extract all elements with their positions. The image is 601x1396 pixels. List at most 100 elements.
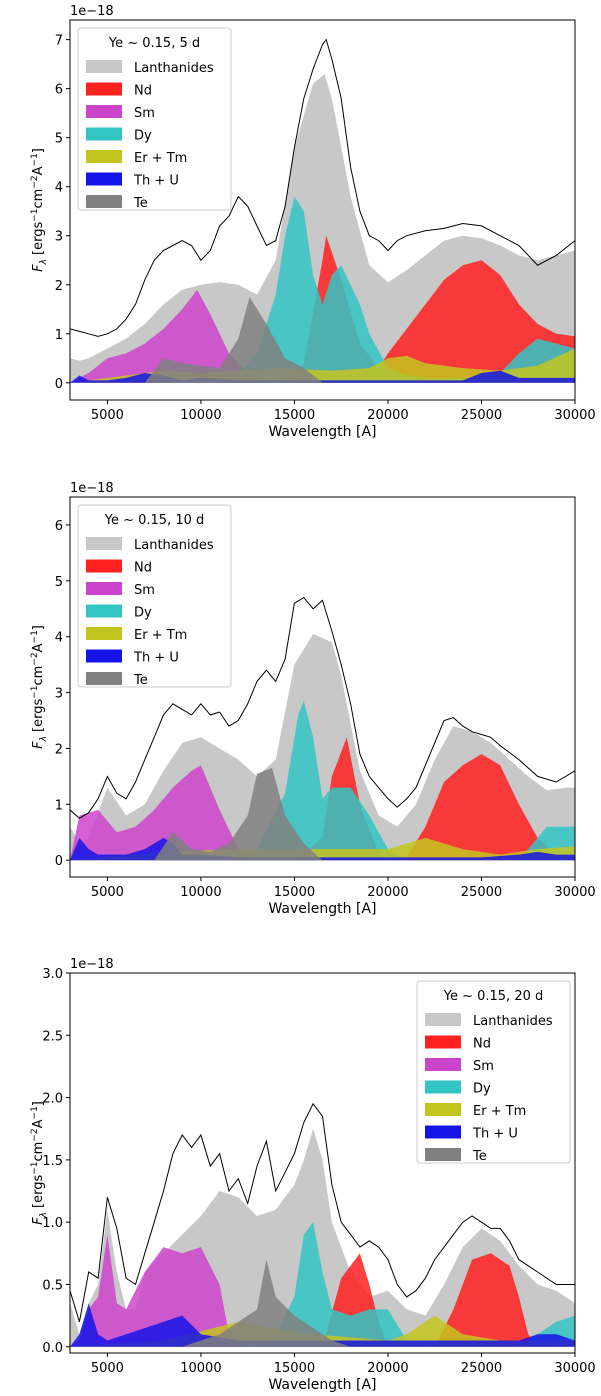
legend-label-te: Te bbox=[472, 1149, 487, 1164]
legend-label-sm: Sm bbox=[473, 1059, 494, 1074]
series-area-dy bbox=[219, 196, 575, 383]
legend: Ye ~ 0.15, 20 d Lanthanides Nd Sm Dy Er + Tm T… bbox=[416, 980, 571, 1164]
legend-label-lanthanides: Lanthanides bbox=[473, 1014, 553, 1029]
legend-label-er-tm: Er + Tm bbox=[134, 151, 187, 166]
legend-swatch-sm bbox=[425, 1058, 461, 1071]
y-axis-label: Fλ [ergs−1cm−2A−1] bbox=[30, 625, 49, 749]
chart-panel-1: 0 1 2 3 4 5 6 7 5000 10000 15000 20000 25000 30000 1e−… bbox=[30, 4, 596, 440]
y-tick-label: 4 bbox=[55, 181, 63, 196]
y-tick-label: 0 bbox=[55, 377, 63, 392]
x-tick-label: 10000 bbox=[180, 885, 221, 900]
y-axis-label: Fλ [ergs−1cm−2A−1] bbox=[30, 1101, 49, 1225]
legend-swatch-nd bbox=[425, 1035, 461, 1049]
legend: Ye ~ 0.15, 10 d Lanthanides Nd Sm Dy Er + Tm T… bbox=[77, 504, 232, 688]
series-area-te bbox=[154, 768, 323, 861]
series-area-th-u bbox=[70, 1303, 575, 1347]
legend-swatch-lanthanides bbox=[425, 1013, 461, 1026]
x-tick-label: 25000 bbox=[461, 408, 502, 423]
legend-label-te: Te bbox=[133, 196, 148, 211]
total-spectrum-line bbox=[70, 596, 575, 819]
x-axis-label: Wavelength [A] bbox=[268, 901, 376, 917]
y-tick-label: 0 bbox=[55, 854, 63, 869]
y-tick-label: 6 bbox=[55, 83, 63, 98]
y-tick-label: 4 bbox=[55, 631, 63, 646]
y-tick-label: 3.0 bbox=[42, 967, 63, 982]
legend: Ye ~ 0.15, 5 d Lanthanides Nd Sm Dy Er + Tm Th… bbox=[77, 27, 232, 211]
legend-swatch-lanthanides bbox=[86, 60, 122, 73]
x-tick-label: 5000 bbox=[91, 408, 124, 423]
y-tick-label: 5 bbox=[55, 575, 63, 590]
y-tick-label: 5 bbox=[55, 132, 63, 147]
legend-box bbox=[416, 980, 571, 1164]
legend-swatch-te bbox=[86, 672, 122, 685]
legend-swatch-er-tm bbox=[425, 1103, 461, 1116]
y-tick-label: 3 bbox=[55, 687, 63, 702]
legend-swatch-te bbox=[86, 195, 122, 208]
y-tick-label: 7 bbox=[55, 34, 63, 49]
legend-label-lanthanides: Lanthanides bbox=[134, 61, 214, 76]
x-axis-label: Wavelength [A] bbox=[268, 424, 376, 440]
plot-area bbox=[70, 596, 575, 861]
legend-swatch-th-u bbox=[425, 1125, 461, 1139]
plot-area bbox=[70, 1102, 575, 1347]
x-tick-label: 30000 bbox=[554, 1361, 595, 1376]
x-tick-label: 10000 bbox=[180, 408, 221, 423]
legend-swatch-sm bbox=[86, 105, 122, 118]
plot-frame bbox=[69, 972, 576, 1354]
plot-frame bbox=[69, 496, 576, 878]
y-tick-label: 1.5 bbox=[42, 1154, 63, 1169]
legend-label-er-tm: Er + Tm bbox=[473, 1104, 526, 1119]
y-tick-label: 1 bbox=[55, 328, 63, 343]
y-tick-label: 1.0 bbox=[42, 1216, 63, 1231]
x-tick-label: 5000 bbox=[91, 885, 124, 900]
plot-frame bbox=[69, 19, 576, 401]
legend-label-sm: Sm bbox=[134, 106, 155, 121]
scale-label: 1e−18 bbox=[70, 957, 114, 972]
y-axis-label: Fλ [ergs−1cm−2A−1] bbox=[30, 148, 49, 272]
legend-label-dy: Dy bbox=[134, 129, 152, 144]
series-area-sm bbox=[70, 765, 248, 861]
series-area-te bbox=[144, 297, 323, 383]
legend-label-nd: Nd bbox=[473, 1037, 491, 1052]
y-tick-label: 2 bbox=[55, 742, 63, 757]
x-tick-label: 20000 bbox=[367, 885, 408, 900]
y-tick-label: 6 bbox=[55, 519, 63, 534]
x-tick-label: 20000 bbox=[367, 1361, 408, 1376]
series-area-dy bbox=[247, 1222, 575, 1347]
x-tick-label: 15000 bbox=[274, 885, 315, 900]
legend-swatch-er-tm bbox=[86, 627, 122, 640]
y-tick-label: 0.0 bbox=[42, 1341, 63, 1356]
legend-label-nd: Nd bbox=[134, 561, 152, 576]
scale-label: 1e−18 bbox=[70, 481, 114, 496]
series-area-te bbox=[182, 1259, 351, 1347]
legend-swatch-dy bbox=[86, 604, 122, 618]
legend-label-er-tm: Er + Tm bbox=[134, 628, 187, 643]
y-tick-label: 1 bbox=[55, 798, 63, 813]
y-tick-label: 0.5 bbox=[42, 1278, 63, 1293]
total-spectrum-line bbox=[70, 38, 575, 337]
x-tick-label: 10000 bbox=[180, 1361, 221, 1376]
legend-swatch-th-u bbox=[86, 172, 122, 186]
series-area-sm bbox=[70, 289, 267, 383]
x-tick-label: 5000 bbox=[91, 1361, 124, 1376]
x-tick-label: 15000 bbox=[274, 408, 315, 423]
legend-label-dy: Dy bbox=[473, 1082, 491, 1097]
legend-swatch-te bbox=[425, 1148, 461, 1161]
x-tick-label: 20000 bbox=[367, 408, 408, 423]
x-tick-label: 30000 bbox=[554, 408, 595, 423]
legend-box bbox=[77, 504, 232, 688]
y-tick-label: 2 bbox=[55, 279, 63, 294]
scale-label: 1e−18 bbox=[70, 4, 114, 19]
series-area-dy bbox=[229, 701, 575, 861]
legend-title: Ye ~ 0.15, 5 d bbox=[108, 36, 200, 51]
legend-box bbox=[77, 27, 232, 211]
chart-panel-3: 0.0 0.5 1.0 1.5 2.0 2.5 3.0 5000 10000 15000 20000… bbox=[30, 957, 596, 1393]
legend-swatch-lanthanides bbox=[86, 537, 122, 550]
x-axis-label: Wavelength [A] bbox=[268, 1377, 376, 1393]
legend-swatch-dy bbox=[425, 1080, 461, 1094]
legend-label-nd: Nd bbox=[134, 84, 152, 99]
legend-label-lanthanides: Lanthanides bbox=[134, 538, 214, 553]
x-tick-label: 25000 bbox=[461, 885, 502, 900]
legend-label-dy: Dy bbox=[134, 606, 152, 621]
